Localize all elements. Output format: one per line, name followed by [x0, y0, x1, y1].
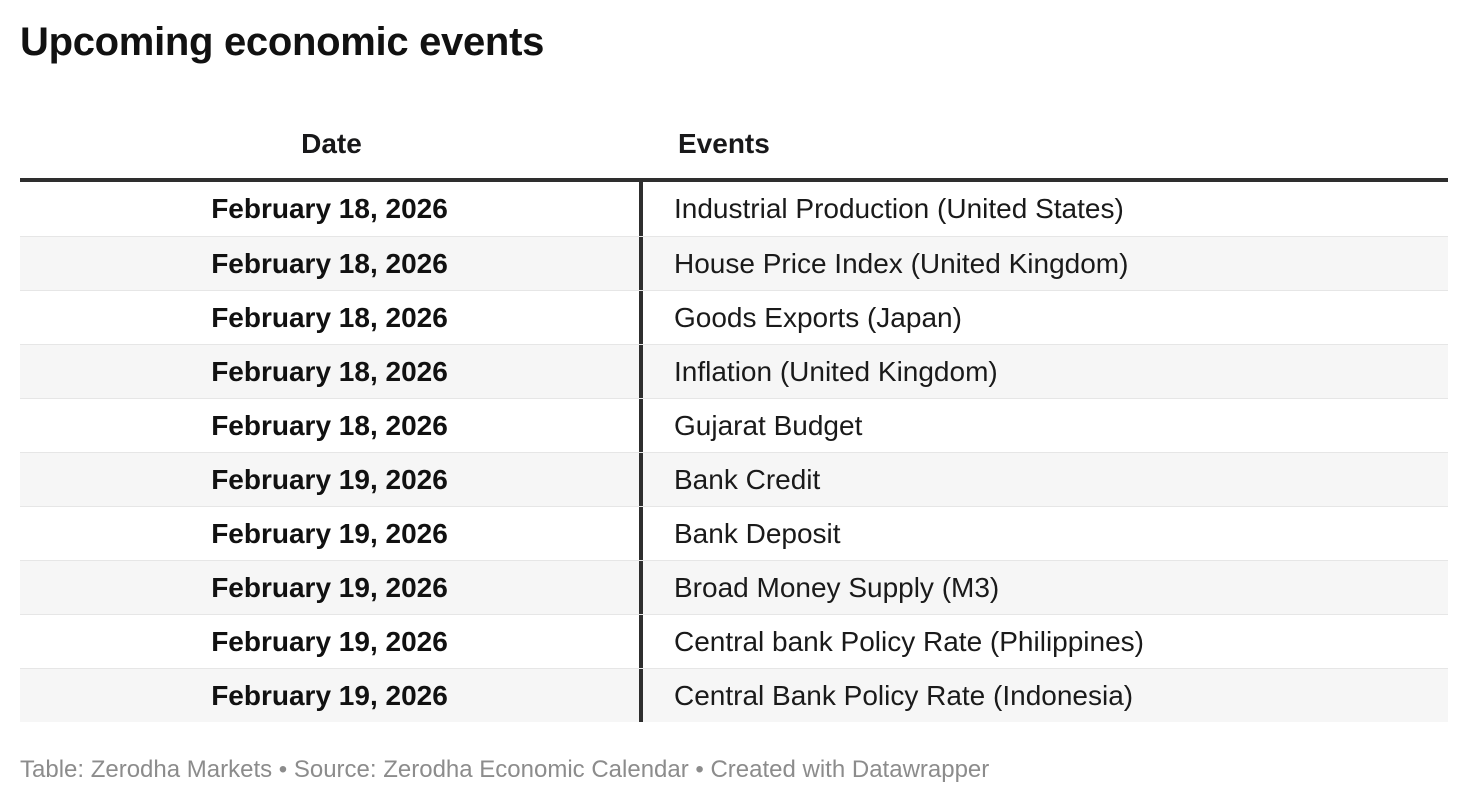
event-cell: Bank Deposit [674, 517, 841, 549]
event-cell: Gujarat Budget [674, 409, 863, 441]
event-cell: Goods Exports (Japan) [674, 301, 962, 333]
date-cell: February 19, 2026 [20, 669, 643, 722]
column-header-events: Events [678, 128, 770, 159]
date-cell: February 18, 2026 [20, 237, 643, 290]
date-cell: February 19, 2026 [20, 453, 643, 506]
table-row: February 18, 2026 Goods Exports (Japan) [20, 290, 1448, 344]
table-row: February 19, 2026 Central bank Policy Ra… [20, 614, 1448, 668]
event-cell: Central bank Policy Rate (Philippines) [674, 625, 1144, 657]
page-title: Upcoming economic events [20, 20, 545, 64]
date-cell: February 19, 2026 [20, 561, 643, 614]
table-row: February 18, 2026 Gujarat Budget [20, 398, 1448, 452]
event-cell: House Price Index (United Kingdom) [674, 247, 1129, 279]
footer-attribution: Table: Zerodha Markets • Source: Zerodha… [20, 756, 990, 783]
date-cell: February 18, 2026 [20, 399, 643, 452]
event-cell: Bank Credit [674, 463, 821, 495]
event-cell: Central Bank Policy Rate (Indonesia) [674, 679, 1134, 711]
date-cell: February 18, 2026 [20, 345, 643, 398]
table-row: February 19, 2026 Central Bank Policy Ra… [20, 668, 1448, 722]
column-header-date: Date [301, 128, 362, 159]
table-row: February 18, 2026 House Price Index (Uni… [20, 236, 1448, 290]
date-cell: February 18, 2026 [20, 182, 643, 236]
table-row: February 18, 2026 Industrial Production … [20, 182, 1448, 236]
page: Upcoming economic events Date Events Feb… [20, 20, 1448, 783]
event-cell: Inflation (United Kingdom) [674, 355, 998, 387]
table-header-row: Date Events [20, 128, 1448, 160]
table-row: February 18, 2026 Inflation (United King… [20, 344, 1448, 398]
date-cell: February 18, 2026 [20, 291, 643, 344]
event-cell: Broad Money Supply (M3) [674, 571, 1000, 603]
table-row: February 19, 2026 Bank Credit [20, 452, 1448, 506]
table-body: February 18, 2026 Industrial Production … [20, 178, 1448, 722]
event-cell: Industrial Production (United States) [674, 193, 1124, 224]
date-cell: February 19, 2026 [20, 507, 643, 560]
date-cell: February 19, 2026 [20, 615, 643, 668]
table-row: February 19, 2026 Broad Money Supply (M3… [20, 560, 1448, 614]
table-row: February 19, 2026 Bank Deposit [20, 506, 1448, 560]
